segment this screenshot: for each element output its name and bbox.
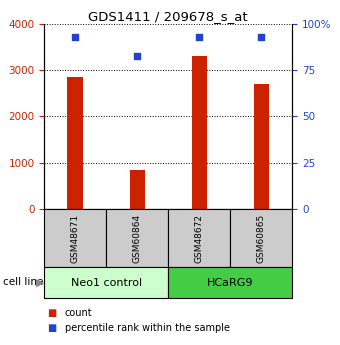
Text: cell line: cell line <box>3 277 44 287</box>
Text: Neo1 control: Neo1 control <box>71 278 142 288</box>
Text: GSM60865: GSM60865 <box>257 214 266 263</box>
Point <box>135 53 140 58</box>
Bar <box>44 267 168 298</box>
Text: count: count <box>65 308 92 318</box>
Bar <box>254 84 269 209</box>
Title: GDS1411 / 209678_s_at: GDS1411 / 209678_s_at <box>88 10 248 23</box>
Text: HCaRG9: HCaRG9 <box>207 278 254 288</box>
Text: GSM48671: GSM48671 <box>71 214 80 263</box>
Point <box>197 34 202 40</box>
Point <box>72 34 78 40</box>
Text: percentile rank within the sample: percentile rank within the sample <box>65 324 230 333</box>
Text: ▶: ▶ <box>36 277 44 287</box>
Bar <box>106 209 168 267</box>
Text: GSM48672: GSM48672 <box>195 214 204 263</box>
Point <box>259 34 264 40</box>
Text: GSM60864: GSM60864 <box>133 214 142 263</box>
Bar <box>168 267 292 298</box>
Bar <box>67 77 83 209</box>
Bar <box>130 169 145 209</box>
Text: ■: ■ <box>48 308 57 318</box>
Bar <box>168 209 230 267</box>
Bar <box>191 57 207 209</box>
Bar <box>231 209 292 267</box>
Bar <box>44 209 106 267</box>
Text: ■: ■ <box>48 324 57 333</box>
